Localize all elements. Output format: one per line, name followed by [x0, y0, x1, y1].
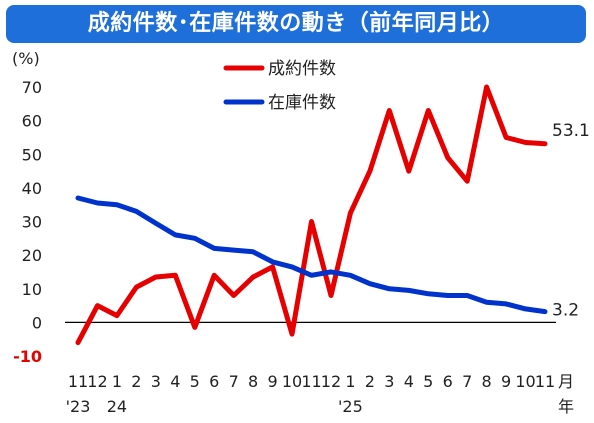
end-value-label-1: 3.2 [552, 301, 579, 321]
y-tick-label: 60 [22, 112, 42, 131]
x-tick-label: 6 [209, 372, 219, 391]
y-tick-label: 20 [22, 246, 42, 265]
x-axis-unit-label: 月 [558, 372, 574, 391]
x-tick-label: 10 [282, 372, 302, 391]
x-tick-label: 3 [384, 372, 394, 391]
x-tick-label: 3 [151, 372, 161, 391]
x-tick-label: 2 [365, 372, 375, 391]
series-line-0 [75, 84, 548, 346]
y-tick-label: 50 [22, 145, 42, 164]
legend-label-1: 在庫件数 [268, 93, 336, 113]
x-tick-label: 11 [301, 372, 321, 391]
x-tick-label: 11 [535, 372, 555, 391]
x-tick-label: 4 [170, 372, 180, 391]
y-axis-unit-label: (%) [12, 49, 40, 68]
x-tick-label: 2 [131, 372, 141, 391]
x-tick-label: 11 [68, 372, 88, 391]
year-label: 24 [107, 397, 127, 416]
year-unit-label: 年 [558, 397, 574, 416]
x-tick-label: 1 [345, 372, 355, 391]
y-tick-label: 10 [22, 280, 42, 299]
x-tick-label: 4 [404, 372, 414, 391]
x-tick-label: 8 [482, 372, 492, 391]
series-line-1 [75, 195, 548, 315]
y-tick-label: -10 [13, 347, 42, 366]
x-tick-label: 12 [87, 372, 107, 391]
x-tick-label: 9 [267, 372, 277, 391]
x-tick-label: 1 [112, 372, 122, 391]
x-tick-label: 10 [515, 372, 535, 391]
x-tick-label: 8 [248, 372, 258, 391]
y-tick-label: 0 [32, 313, 42, 332]
year-label: '25 [338, 397, 363, 416]
x-tick-label: 12 [321, 372, 341, 391]
x-tick-label: 9 [501, 372, 511, 391]
x-tick-label: 7 [462, 372, 472, 391]
legend-label-0: 成約件数 [268, 59, 336, 79]
y-tick-label: 70 [22, 78, 42, 97]
x-tick-label: 7 [229, 372, 239, 391]
y-tick-label: 30 [22, 213, 42, 232]
end-value-label-0: 53.1 [552, 121, 590, 141]
chart-title: 成約件数･在庫件数の動き（前年同月比） [87, 11, 505, 36]
y-tick-label: 40 [22, 179, 42, 198]
title-banner: 成約件数･在庫件数の動き（前年同月比） [6, 5, 586, 43]
year-label: '23 [66, 397, 91, 416]
x-tick-label: 6 [443, 372, 453, 391]
x-tick-label: 5 [423, 372, 433, 391]
x-tick-label: 5 [190, 372, 200, 391]
